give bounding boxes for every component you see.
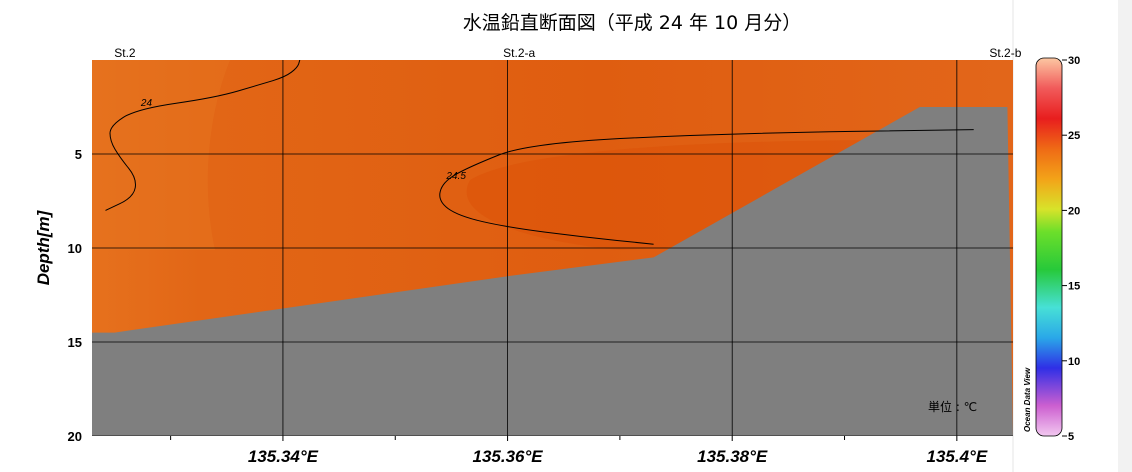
y-tick-label: 5 — [75, 147, 82, 162]
sea-bottom — [92, 107, 1013, 436]
contour-lines: 24 24.5 — [105, 60, 974, 245]
contour-line — [439, 129, 974, 245]
x-tick-label: 135.36°E — [473, 447, 544, 466]
colorbar — [1035, 57, 1063, 437]
y-axis-label: Depth[m] — [34, 209, 53, 285]
unit-label: 単位 : ℃ — [928, 399, 977, 414]
x-tick-label: 135.38°E — [697, 447, 768, 466]
contour-label: 24 — [140, 98, 153, 109]
y-tick-label: 15 — [68, 335, 82, 350]
station-label: St.2-b — [989, 46, 1021, 60]
contour-line — [105, 60, 301, 211]
colorbar-credit: Ocean Data View — [1023, 367, 1032, 432]
y-axis: 5 10 15 20 — [68, 147, 82, 444]
station-labels: St.2 St.2-a St.2-b — [114, 46, 1021, 60]
colorbar-tick-label: 5 — [1068, 431, 1074, 443]
contour-label: 24.5 — [445, 171, 466, 182]
x-axis: 135.34°E 135.36°E 135.38°E 135.4°E — [170, 436, 988, 466]
station-label: St.2-a — [503, 46, 535, 60]
colorbar-tick-label: 15 — [1068, 281, 1080, 293]
grid-lines — [92, 60, 1013, 436]
y-tick-label: 20 — [68, 429, 82, 444]
colorbar-tick-label: 25 — [1068, 130, 1080, 142]
x-tick-label: 135.4°E — [926, 447, 987, 466]
plot-area: 24 24.5 — [92, 60, 1013, 436]
station-label: St.2 — [114, 46, 136, 60]
colorbar-tick-label: 30 — [1068, 55, 1080, 67]
colorbar-tick-label: 20 — [1068, 205, 1080, 217]
x-tick-label: 135.34°E — [248, 447, 319, 466]
chart-title: 水温鉛直断面図（平成 24 年 10 月分） — [463, 12, 802, 34]
cool-water-zone — [92, 60, 230, 250]
y-tick-label: 10 — [68, 241, 82, 256]
colorbar-tick-label: 10 — [1068, 356, 1080, 368]
colorbar-ticks: 5 10 15 20 25 30 — [1062, 55, 1080, 443]
colorbar-panel — [1014, 0, 1118, 472]
